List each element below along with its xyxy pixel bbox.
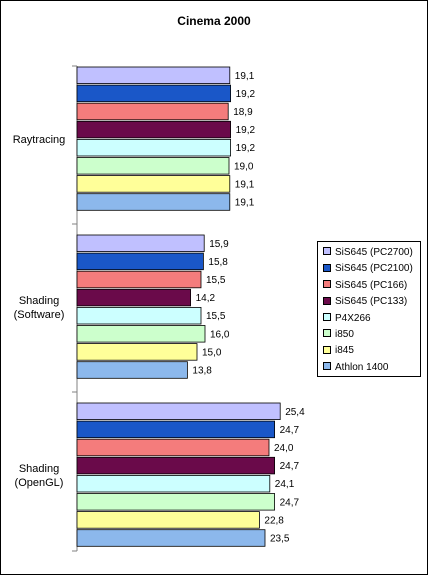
- bar-sis645-pc2700--0: [76, 66, 231, 85]
- legend-swatch: [323, 263, 331, 272]
- legend-swatch: [323, 312, 331, 321]
- legend-item: i845: [323, 344, 354, 358]
- bar-sis645-pc2700--2: [76, 402, 281, 421]
- legend-item: SiS645 (PC133): [323, 295, 407, 309]
- data-label: 25,4: [285, 407, 305, 418]
- bar-sis645-pc166--0: [76, 102, 229, 121]
- data-label: 15,9: [209, 239, 229, 250]
- data-label: 24,0: [274, 443, 294, 454]
- data-label: 19,2: [236, 125, 256, 136]
- legend-item: i850: [323, 328, 354, 342]
- bar-i845-1: [76, 343, 198, 361]
- category-label-line: (OpenGL): [14, 477, 64, 489]
- legend-item: SiS645 (PC2700): [323, 246, 413, 260]
- data-label: 24,7: [280, 497, 300, 508]
- legend-swatch: [323, 296, 331, 305]
- category-label-line: Shading: [18, 463, 60, 475]
- legend-label: Athlon 1400: [335, 361, 389, 373]
- bar-p4x266-1: [76, 306, 202, 325]
- category-label-line: Shading: [18, 295, 60, 307]
- legend-item: SiS645 (PC166): [323, 279, 407, 293]
- bar-i850-2: [76, 493, 276, 511]
- category-label-line: Raytracing: [12, 134, 66, 146]
- bar-sis645-pc166--1: [76, 270, 202, 289]
- legend-label: i845: [335, 345, 354, 357]
- legend-swatch: [323, 247, 331, 256]
- category-label-line: (Software): [13, 309, 65, 321]
- data-label: 19,1: [235, 179, 255, 190]
- data-label: 16,0: [210, 329, 230, 340]
- bar-sis645-pc166--2: [76, 438, 270, 457]
- data-label: 15,0: [202, 347, 222, 358]
- data-label: 18,9: [233, 107, 253, 118]
- legend-label: i850: [335, 329, 354, 340]
- bar-p4x266-0: [76, 138, 232, 157]
- legend: SiS645 (PC2700) SiS645 (PC2100) SiS645 (PC…: [317, 241, 421, 377]
- legend-swatch: [323, 280, 331, 289]
- data-label: 15,8: [208, 257, 228, 268]
- data-label: 22,8: [264, 515, 284, 526]
- legend-label: SiS645 (PC133): [335, 296, 408, 308]
- legend-swatch: [323, 345, 331, 354]
- legend-swatch: [323, 329, 331, 338]
- bar-sis645-pc2100--1: [76, 252, 204, 271]
- data-label: 15,5: [206, 275, 226, 286]
- bar-sis645-pc2100--0: [76, 84, 232, 103]
- data-label: 19,2: [236, 143, 256, 154]
- bar-sis645-pc2100--2: [76, 420, 276, 439]
- data-label: 24,1: [275, 479, 295, 490]
- data-label: 19,1: [235, 71, 255, 82]
- chart-title: Cinema 2000: [177, 14, 251, 28]
- bar-i845-2: [76, 511, 260, 529]
- data-label: 24,7: [280, 461, 300, 472]
- category-label: Raytracing: [4, 133, 74, 147]
- bar-athlon-1400-0: [76, 193, 231, 211]
- data-label: 23,5: [270, 534, 290, 545]
- bar-sis645-pc2700--1: [76, 234, 205, 253]
- legend-swatch: [323, 362, 331, 371]
- bar-sis645-pc133--1: [76, 288, 191, 307]
- data-label: 14,2: [196, 293, 216, 304]
- data-label: 24,7: [280, 425, 300, 436]
- legend-label: SiS645 (PC2700): [335, 247, 413, 258]
- data-label: 15,5: [206, 311, 226, 322]
- legend-label: SiS645 (PC166): [335, 279, 408, 291]
- legend-item: SiS645 (PC2100): [323, 262, 413, 276]
- bar-athlon-1400-2: [76, 529, 266, 547]
- bar-i850-0: [76, 157, 230, 175]
- bar-sis645-pc133--2: [76, 456, 276, 475]
- bar-sis645-pc133--0: [76, 120, 232, 139]
- legend-label: SiS645 (PC2100): [335, 263, 413, 275]
- bar-athlon-1400-1: [76, 361, 188, 379]
- data-label: 19,2: [236, 89, 256, 100]
- data-label: 19,1: [235, 198, 255, 209]
- legend-label: P4X266: [335, 312, 371, 324]
- legend-item: P4X266: [323, 312, 371, 326]
- data-label: 19,0: [234, 161, 254, 172]
- data-label: 13,8: [192, 366, 212, 377]
- category-label: Shading (OpenGL): [4, 462, 74, 490]
- bar-i850-1: [76, 325, 206, 343]
- category-label: Shading (Software): [4, 294, 74, 322]
- bar-i845-0: [76, 175, 231, 193]
- bar-p4x266-2: [76, 474, 271, 493]
- legend-item: Athlon 1400: [323, 361, 388, 375]
